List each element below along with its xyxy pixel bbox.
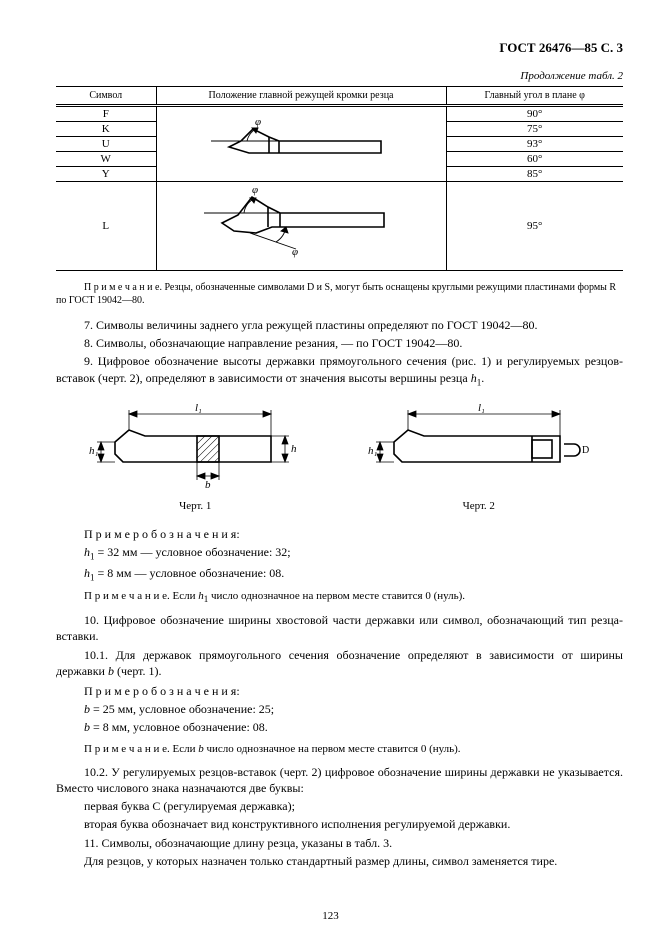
para-10: 10. Цифровое обозначение ширины хвостово… — [56, 612, 623, 644]
svg-text:h: h — [291, 443, 297, 455]
cell-ang: 75° — [446, 122, 623, 137]
para-101: 10.1. Для державок прямоугольного сечени… — [56, 647, 623, 679]
cell-ang: 95° — [446, 182, 623, 271]
cell-ang: 85° — [446, 167, 623, 182]
note-3: П р и м е ч а н и е. Если b число однозн… — [56, 742, 623, 756]
svg-text:b: b — [205, 479, 211, 491]
svg-text:φ: φ — [255, 117, 261, 128]
cell-sym: W — [56, 152, 156, 167]
example1-l2: h1 = 8 мм — условное обозначение: 08. — [56, 565, 623, 584]
example2-l2: b = 8 мм, условное обозначение: 08. — [56, 719, 623, 735]
para-102: 10.2. У регулируемых резцов-вставок (чер… — [56, 764, 623, 796]
example1-title: П р и м е р о б о з н а ч е н и я: — [56, 526, 623, 542]
fig2-caption: Черт. 2 — [364, 500, 594, 512]
cell-sym: L — [56, 182, 156, 271]
svg-text:h₁: h₁ — [89, 445, 99, 457]
svg-text:D: D — [582, 445, 589, 456]
diagram-2: φ φ — [156, 182, 446, 271]
svg-text:l₁: l₁ — [478, 402, 485, 414]
svg-text:φ: φ — [292, 246, 298, 258]
svg-text:h₁: h₁ — [368, 445, 378, 457]
cell-ang: 90° — [446, 106, 623, 122]
table-note: П р и м е ч а н и е. Резцы, обозначенные… — [56, 281, 623, 307]
cell-sym: K — [56, 122, 156, 137]
example2-title: П р и м е р о б о з н а ч е н и я: — [56, 683, 623, 699]
cell-ang: 60° — [446, 152, 623, 167]
figure-2: l₁ h₁ D Черт. 2 — [364, 400, 594, 512]
page-number: 123 — [0, 910, 661, 922]
para-7: 7. Символы величины заднего угла режущей… — [56, 317, 623, 333]
main-table: Символ Положение главной режущей кромки … — [56, 86, 623, 271]
example1-l1: h1 = 32 мм — условное обозначение: 32; — [56, 544, 623, 563]
diagram-1: φ — [156, 106, 446, 182]
th-symbol: Символ — [56, 87, 156, 106]
cell-sym: F — [56, 106, 156, 122]
para-11a: Для резцов, у которых назначен только ст… — [56, 853, 623, 869]
th-angle: Главный угол в плане φ — [446, 87, 623, 106]
note-2: П р и м е ч а н и е. Если h1 число одноз… — [56, 589, 623, 606]
svg-text:φ: φ — [252, 184, 258, 196]
doc-header: ГОСТ 26476—85 С. 3 — [56, 40, 623, 56]
para-102b: вторая буква обозначает вид конструктивн… — [56, 816, 623, 832]
para-102a: первая буква С (регулируемая державка); — [56, 798, 623, 814]
cell-sym: Y — [56, 167, 156, 182]
cell-sym: U — [56, 137, 156, 152]
cell-ang: 93° — [446, 137, 623, 152]
table-continuation: Продолжение табл. 2 — [56, 70, 623, 82]
para-11: 11. Символы, обозначающие длину резца, у… — [56, 835, 623, 851]
para-8: 8. Символы, обозначающие направление рез… — [56, 335, 623, 351]
example2-l1: b = 25 мм, условное обозначение: 25; — [56, 701, 623, 717]
th-position: Положение главной режущей кромки резца — [156, 87, 446, 106]
fig1-caption: Черт. 1 — [85, 500, 305, 512]
figure-1: l₁ h₁ h b Черт. 1 — [85, 400, 305, 512]
svg-text:l₁: l₁ — [195, 402, 202, 414]
para-9: 9. Цифровое обозначение высоты державки … — [56, 353, 623, 388]
figures-row: l₁ h₁ h b Черт. 1 — [56, 400, 623, 512]
